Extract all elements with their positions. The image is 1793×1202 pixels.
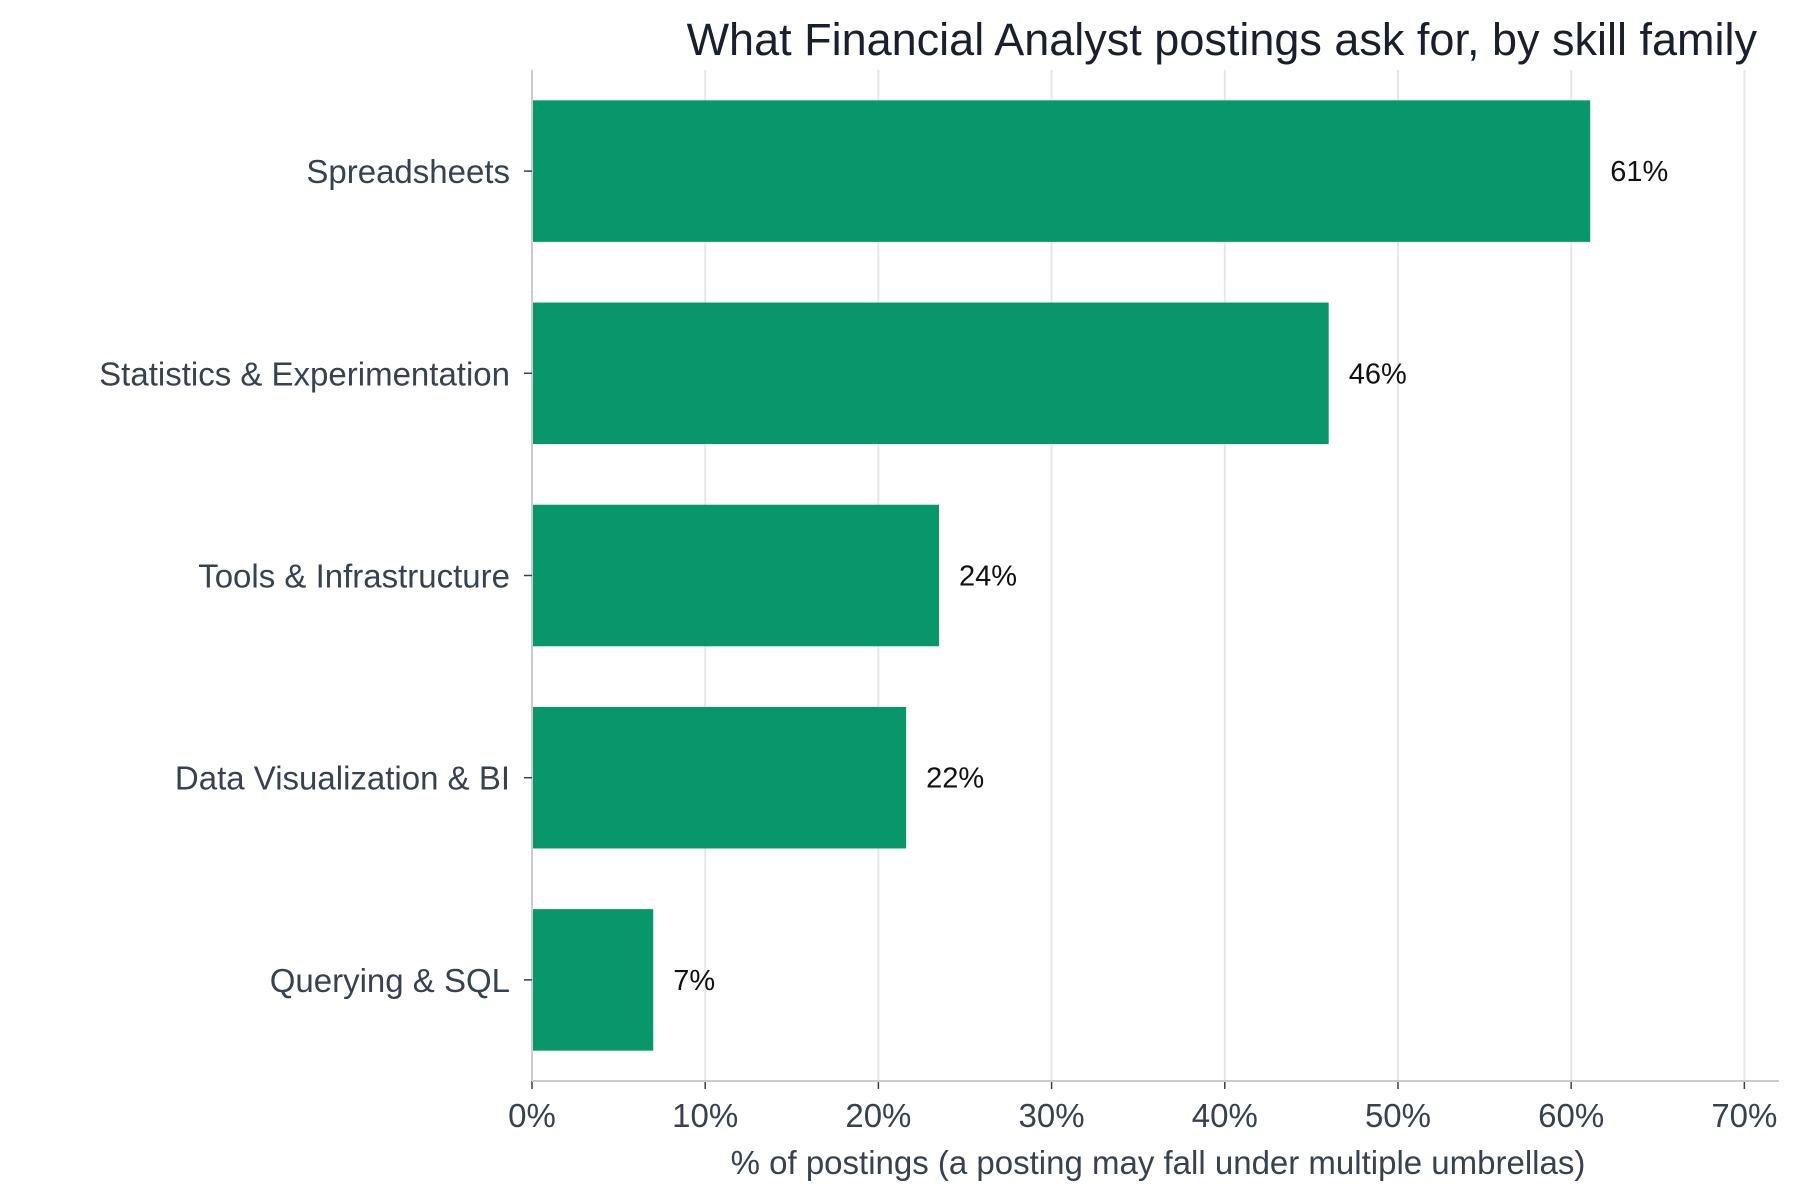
x-tick-label: 0% xyxy=(508,1097,556,1134)
bar xyxy=(532,706,907,849)
x-tick-label: 70% xyxy=(1711,1097,1777,1134)
bar-value-label: 46% xyxy=(1349,358,1407,390)
x-tick-label: 10% xyxy=(672,1097,738,1134)
x-tick-label: 20% xyxy=(845,1097,911,1134)
category-label: Data Visualization & BI xyxy=(175,760,510,797)
category-label: Spreadsheets xyxy=(306,153,510,190)
category-label: Tools & Infrastructure xyxy=(198,558,510,595)
category-label: Statistics & Experimentation xyxy=(99,355,510,392)
bar xyxy=(532,504,940,647)
x-axis-label: % of postings (a posting may fall under … xyxy=(731,1144,1586,1181)
chart-title: What Financial Analyst postings ask for,… xyxy=(687,14,1758,65)
x-tick-label: 30% xyxy=(1019,1097,1085,1134)
x-axis: 0% 10% 20% 30% 40% 50% 60% 70% xyxy=(508,1080,1779,1134)
bar xyxy=(532,100,1591,242)
x-tick-label: 50% xyxy=(1365,1097,1431,1134)
bar-value-label: 22% xyxy=(926,763,984,795)
bar-value-label: 7% xyxy=(673,965,715,997)
bar xyxy=(532,302,1329,445)
x-tick-label: 60% xyxy=(1538,1097,1604,1134)
data-labels-layer: 61% 46% 24% 22% 7% xyxy=(673,156,1668,997)
bar-value-label: 61% xyxy=(1610,156,1668,188)
bar-value-label: 24% xyxy=(959,561,1017,593)
bars-layer xyxy=(532,100,1591,1051)
y-axis: Spreadsheets Statistics & Experimentation… xyxy=(99,70,533,1081)
category-label: Querying & SQL xyxy=(270,962,510,999)
x-tick-label: 40% xyxy=(1192,1097,1258,1134)
bar xyxy=(532,909,654,1051)
